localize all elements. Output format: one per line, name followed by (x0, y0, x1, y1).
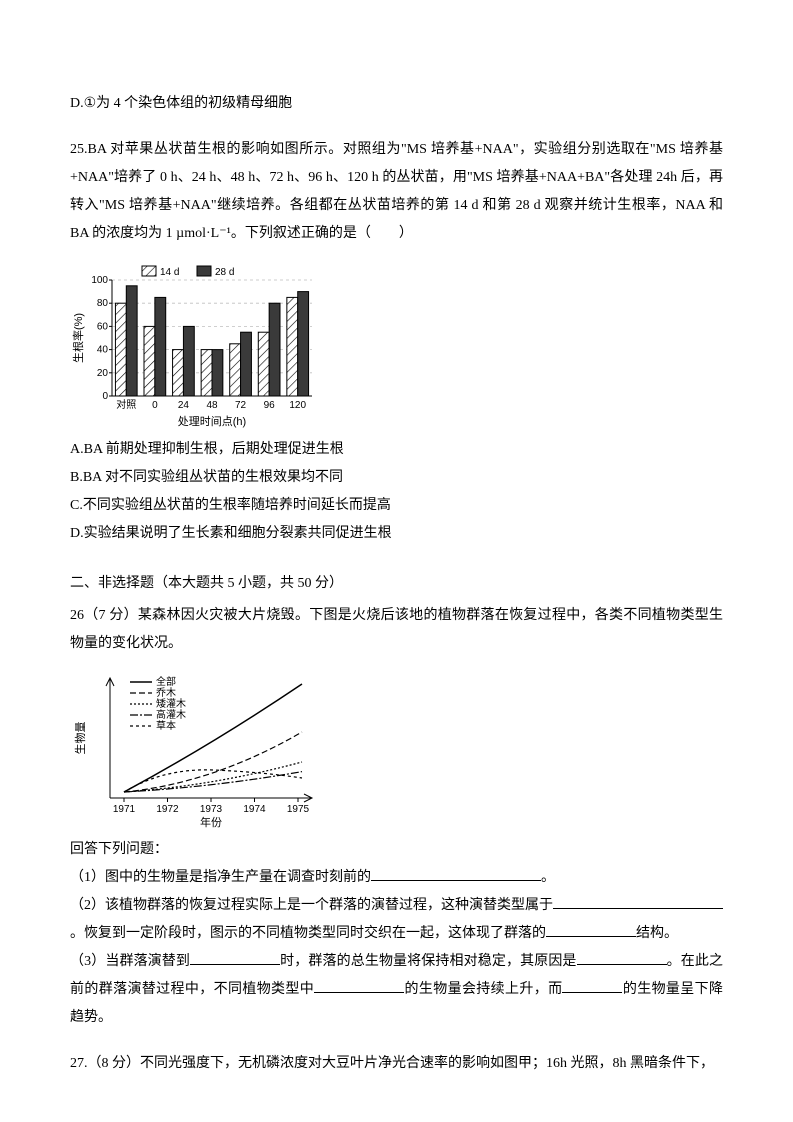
q26-sub2-b: 。恢复到一定阶段时，图示的不同植物类型同时交织在一起，这体现了群落的 (70, 926, 546, 941)
q26-line-chart: 1971 1972 1973 1974 1975 年份 生物量 全部乔木矮灌木高灌木草本 (70, 668, 723, 828)
svg-text:72: 72 (235, 400, 247, 411)
q25-option-b: B.BA 对不同实验组丛状苗的生根效果均不同 (70, 464, 723, 492)
svg-text:60: 60 (97, 321, 109, 332)
svg-text:40: 40 (97, 345, 109, 356)
q26-followup: 回答下列问题： (70, 836, 723, 864)
svg-text:96: 96 (264, 400, 276, 411)
blank (371, 867, 541, 881)
svg-text:1975: 1975 (287, 804, 310, 815)
svg-text:20: 20 (97, 368, 109, 379)
q24-option-d: D.①为 4 个染色体组的初级精母细胞 (70, 90, 723, 118)
svg-text:0: 0 (152, 400, 158, 411)
q26-sub2-c: 结构。 (636, 926, 678, 941)
section-2-header: 二、非选择题（本大题共 5 小题，共 50 分） (70, 570, 723, 598)
blank (577, 951, 667, 965)
svg-text:14 d: 14 d (160, 267, 179, 278)
q25-stem: 25.BA 对苹果丛状苗生根的影响如图所示。对照组为"MS 培养基+NAA"，实… (70, 136, 723, 248)
blank (546, 923, 636, 937)
svg-text:1974: 1974 (243, 804, 266, 815)
q27-stem: 27.（8 分）不同光强度下，无机磷浓度对大豆叶片净光合速率的影响如图甲；16h… (70, 1050, 723, 1078)
q25-option-a: A.BA 前期处理抑制生根，后期处理促进生根 (70, 436, 723, 464)
svg-text:0: 0 (102, 391, 108, 402)
svg-text:80: 80 (97, 298, 109, 309)
q26-sub3-b: 时，群落的总生物量将保持相对稳定，其原因是 (280, 954, 577, 969)
q25-bar-chart: 0 20 40 60 80 100 对照 0 24 48 72 96 120 处理时间点(h) 生根率(%)… (70, 258, 723, 428)
svg-text:高灌木: 高灌木 (156, 708, 186, 721)
q26-sub2-a: （2）该植物群落的恢复过程实际上是一个群落的演替过程，这种演替类型属于 (70, 898, 553, 913)
q26-sub1-a: （1）图中的生物量是指净生产量在调查时刻前的 (70, 870, 371, 885)
svg-text:1973: 1973 (200, 804, 223, 815)
q26-sub3: （3）当群落演替到时，群落的总生物量将保持相对稳定，其原因是。在此之前的群落演替… (70, 948, 723, 1032)
svg-text:年份: 年份 (200, 815, 222, 828)
svg-text:处理时间点(h): 处理时间点(h) (178, 415, 246, 428)
svg-text:120: 120 (289, 400, 306, 411)
q26-sub2: （2）该植物群落的恢复过程实际上是一个群落的演替过程，这种演替类型属于。恢复到一… (70, 892, 723, 948)
q25-option-c: C.不同实验组丛状苗的生根率随培养时间延长而提高 (70, 492, 723, 520)
svg-text:生根率(%): 生根率(%) (71, 313, 85, 363)
q26-sub1: （1）图中的生物量是指净生产量在调查时刻前的 。 (70, 864, 723, 892)
blank (314, 979, 404, 993)
q26-sub3-a: （3）当群落演替到 (70, 954, 190, 969)
svg-text:对照: 对照 (116, 398, 136, 411)
blank (562, 979, 622, 993)
svg-text:矮灌木: 矮灌木 (156, 698, 186, 710)
svg-text:全部: 全部 (156, 675, 176, 688)
blank (553, 895, 723, 909)
svg-text:草本: 草本 (156, 719, 176, 732)
q26-stem: 26（7 分）某森林因火灾被大片烧毁。下图是火烧后该地的植物群落在恢复过程中，各… (70, 602, 723, 658)
q25-option-d: D.实验结果说明了生长素和细胞分裂素共同促进生根 (70, 520, 723, 548)
svg-text:24: 24 (178, 400, 190, 411)
q26-sub3-d: 的生物量会持续上升，而 (404, 982, 562, 997)
svg-text:1971: 1971 (113, 804, 136, 815)
svg-text:1972: 1972 (156, 804, 179, 815)
svg-text:生物量: 生物量 (73, 722, 87, 755)
svg-text:48: 48 (206, 400, 218, 411)
blank (190, 951, 280, 965)
q26-sub1-b: 。 (541, 870, 555, 885)
svg-text:28 d: 28 d (215, 267, 234, 278)
svg-text:乔木: 乔木 (156, 687, 176, 699)
svg-text:100: 100 (91, 275, 108, 286)
